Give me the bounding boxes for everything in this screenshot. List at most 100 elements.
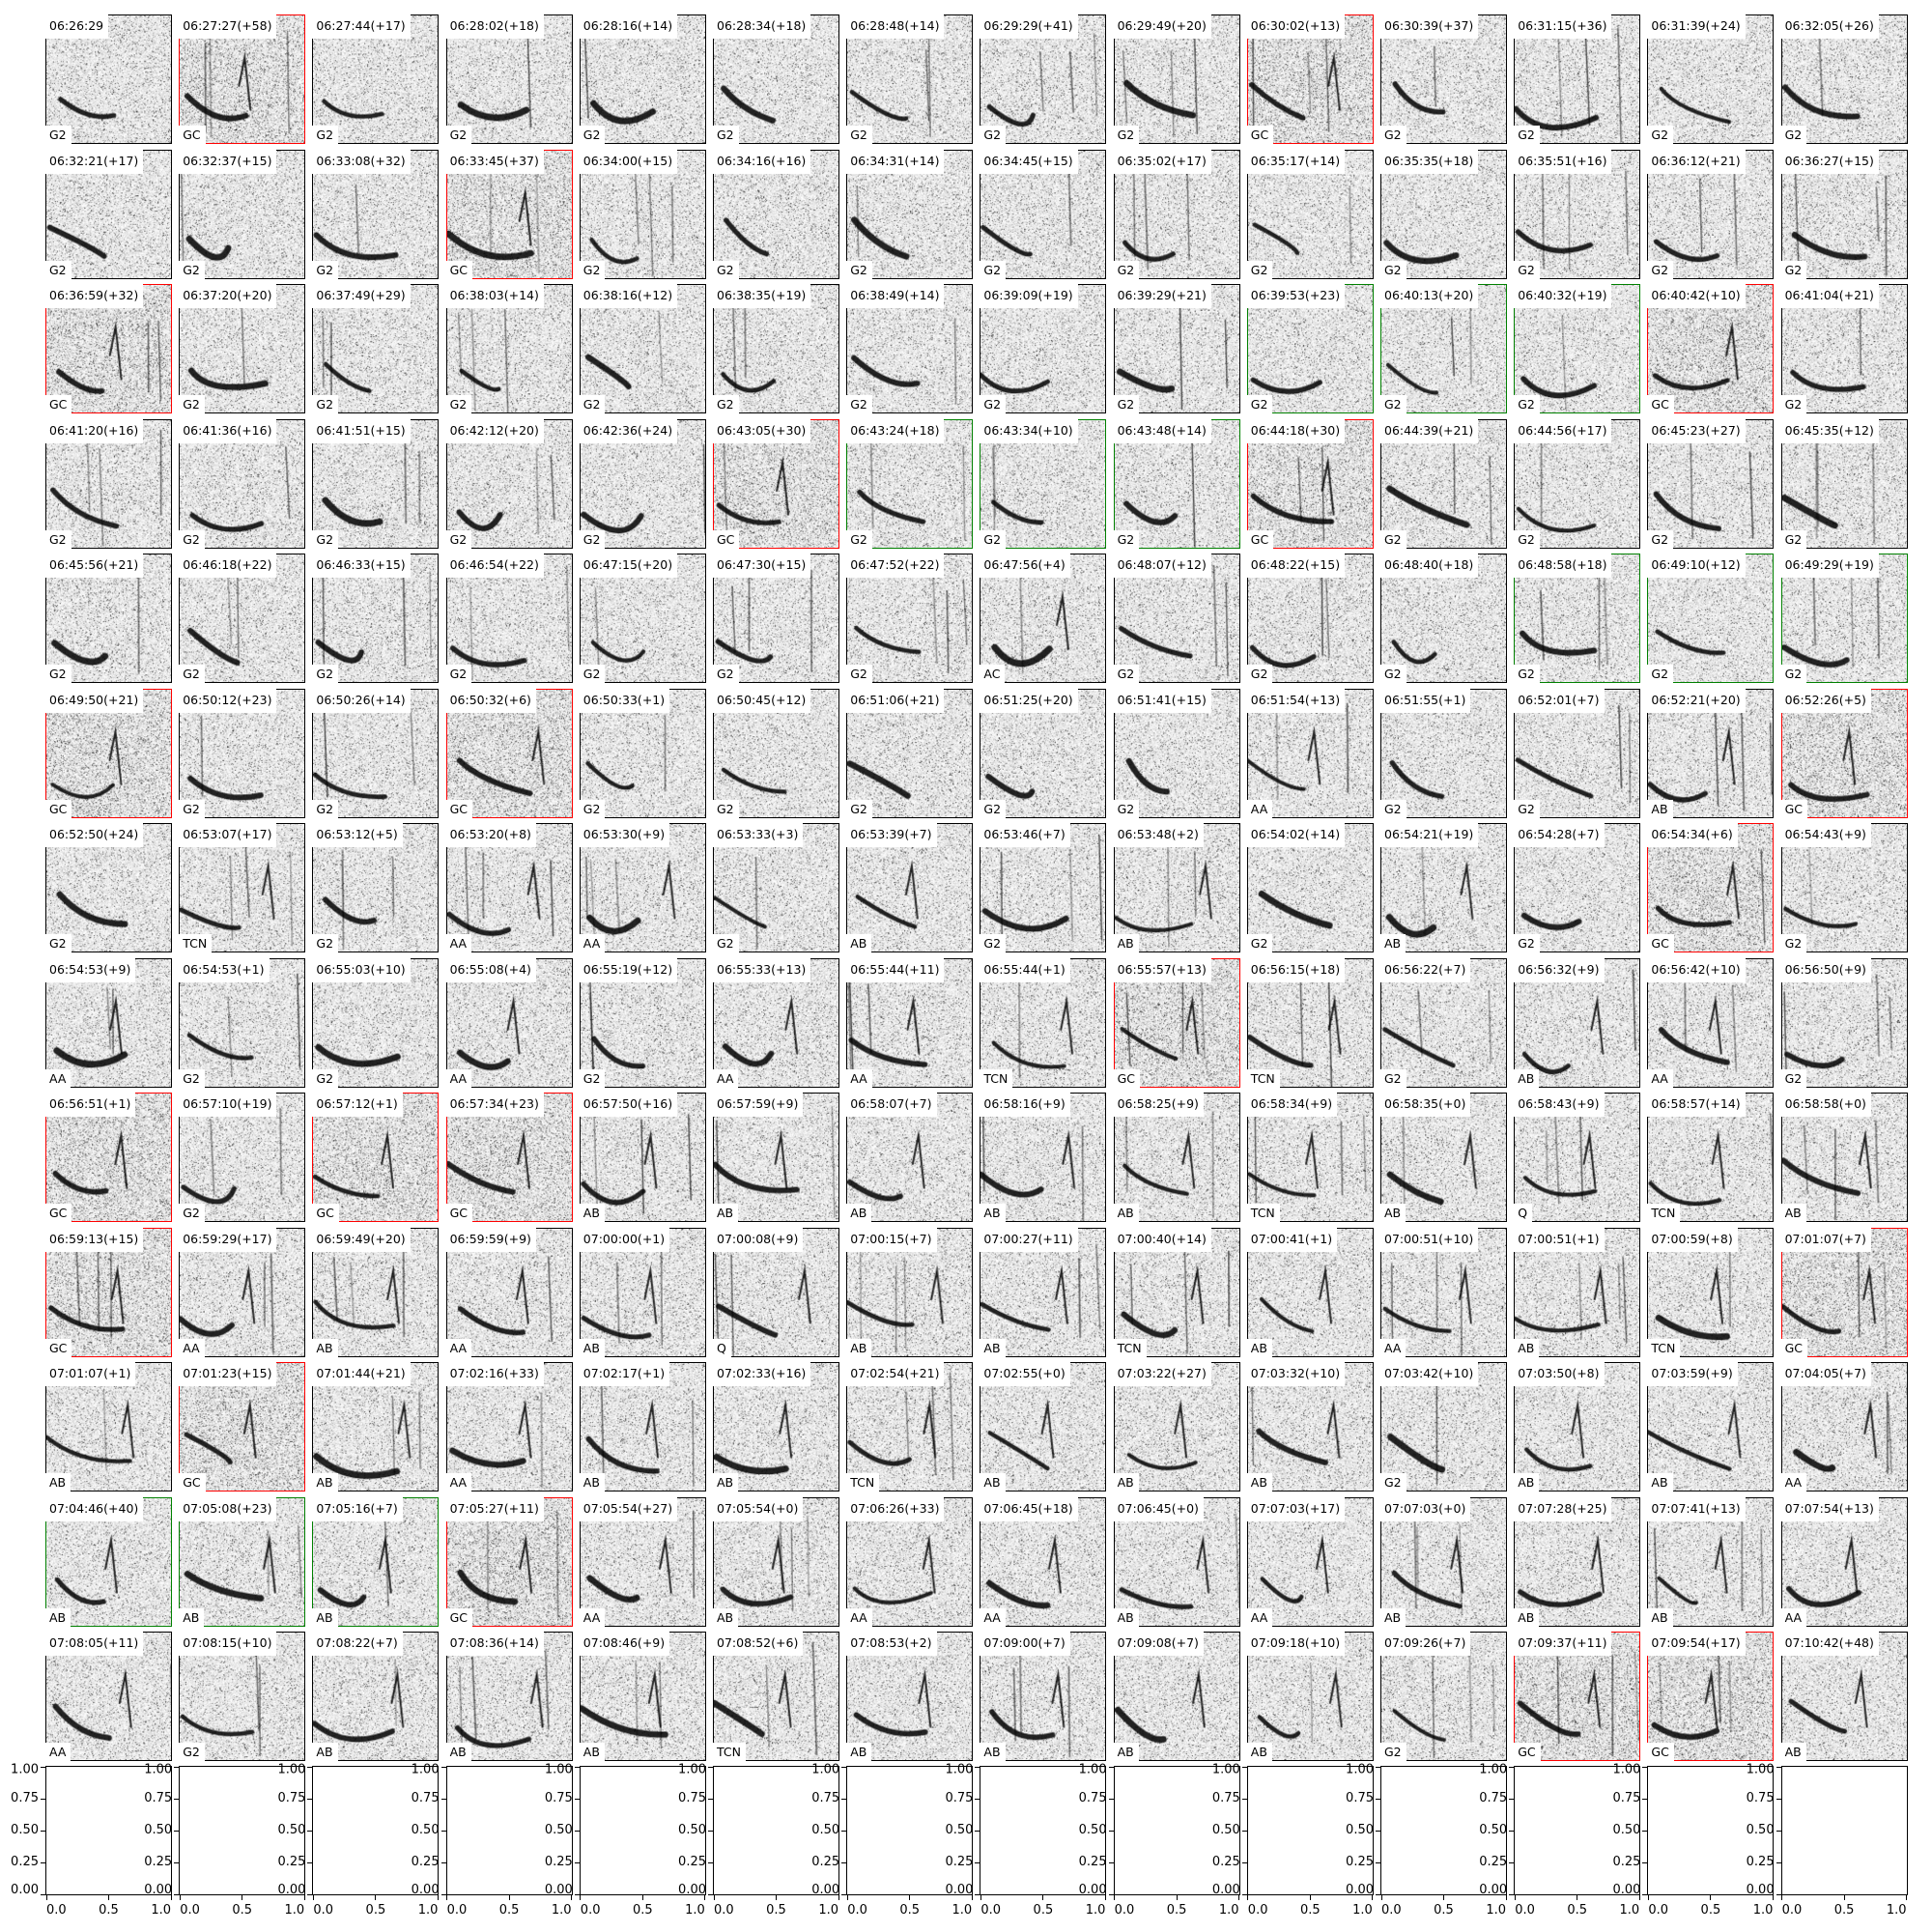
species-label: AB [45,1473,71,1492]
timestamp-label: 06:27:27(+58) [179,14,277,39]
timestamp-label: 06:28:16(+14) [579,14,678,39]
spectrogram-panel: 06:51:41(+15) G2 [1113,688,1240,818]
timestamp-label: 06:30:39(+37) [1380,14,1479,39]
spectrogram-panel: 06:56:15(+18) TCN [1246,957,1374,1088]
spectrogram-panel: 07:03:42(+10) G2 [1380,1362,1507,1492]
spectrogram-panel: 06:40:13(+20) G2 [1380,284,1507,413]
spectrogram-panel: 07:07:54(+13) AA [1780,1496,1908,1627]
spectrogram-panel: 07:08:15(+10) G2 [179,1632,306,1761]
timestamp-label: 06:57:59(+9) [713,1093,804,1117]
y-tick-mark [440,1893,446,1895]
timestamp-label: 06:53:07(+17) [179,823,277,847]
species-label: G2 [45,529,71,549]
species-label: AB [179,1607,205,1627]
empty-axes: 0.0 0.5 1.0 0.00 0.25 0.50 0.75 1.00 [1747,1763,1908,1918]
species-label: AA [579,934,606,952]
timestamp-label: 06:37:20(+20) [179,284,277,308]
spectrogram-panel: 06:55:08(+4) AA [445,957,573,1088]
timestamp-label: 06:56:50(+9) [1780,957,1871,982]
spectrogram-panel: 06:47:56(+4) AC [980,554,1107,683]
species-label: G2 [1113,799,1140,818]
spectrogram-panel: 06:40:42(+10) GC [1647,284,1775,413]
timestamp-label: 07:05:54(+0) [713,1496,804,1521]
timestamp-label: 06:40:13(+20) [1380,284,1479,308]
x-tick-mark [446,1895,448,1900]
timestamp-label: 06:41:51(+15) [312,418,411,443]
x-tick-label: 1.0 [685,1903,705,1918]
timestamp-label: 06:58:57(+14) [1647,1093,1746,1117]
spectrogram-panel: 06:41:36(+16) G2 [179,418,306,549]
x-tick-mark [776,1895,777,1900]
spectrogram-panel: 07:09:26(+7) G2 [1380,1632,1507,1761]
y-tick-mark [1241,1861,1247,1863]
spectrogram-panel: 06:38:49(+14) G2 [846,284,974,413]
spectrogram-panel: 06:52:21(+20) AB [1647,688,1775,818]
timestamp-label: 07:05:54(+27) [579,1496,678,1521]
spectrogram-panel: 07:00:51(+10) AA [1380,1227,1507,1357]
spectrogram-panel: 06:43:05(+30) GC [713,418,839,549]
y-tick-label: 1.00 [11,1762,39,1777]
spectrogram-panel: 06:54:28(+7) G2 [1514,823,1641,952]
species-label: AB [579,1338,605,1357]
species-label: AB [1647,1607,1673,1627]
y-tick-label: 0.00 [678,1882,706,1897]
y-tick-label: 0.50 [678,1823,706,1837]
species-label: G2 [713,934,739,952]
x-tick-label: 0.0 [1114,1903,1135,1918]
y-tick-mark [574,1861,580,1863]
timestamp-label: 06:51:55(+1) [1380,688,1471,713]
species-label: G2 [579,126,606,144]
species-label: G2 [45,665,71,683]
timestamp-label: 06:56:51(+1) [45,1093,136,1117]
timestamp-label: 06:48:58(+18) [1514,554,1612,578]
species-label: G2 [1113,395,1140,413]
species-label: AB [1514,1338,1540,1357]
timestamp-label: 06:41:04(+21) [1780,284,1879,308]
timestamp-label: 06:56:15(+18) [1246,957,1346,982]
timestamp-label: 07:08:05(+11) [45,1632,144,1656]
x-tick-label: 0.0 [180,1903,200,1918]
species-label: G2 [1780,395,1807,413]
spectrogram-panel: 06:38:35(+19) G2 [713,284,839,413]
y-tick-mark [1108,1798,1114,1800]
y-tick-mark [1376,1893,1380,1895]
timestamp-label: 06:47:52(+22) [846,554,945,578]
x-tick-label: 1.0 [1619,1903,1640,1918]
spectrogram-panel: 06:28:16(+14) G2 [579,14,706,144]
y-tick-mark [574,1766,580,1768]
species-label: G2 [1514,529,1540,549]
y-tick-label: 1.00 [277,1762,306,1777]
y-tick-mark [1642,1830,1648,1832]
y-tick-mark [1642,1893,1648,1895]
empty-axes: 0.0 0.5 1.0 0.00 0.25 0.50 0.75 1.00 [412,1763,573,1918]
species-label: G2 [1647,260,1674,279]
spectrogram-panel: 06:46:33(+15) G2 [312,554,440,683]
species-label: G2 [980,260,1007,279]
spectrogram-panel: 06:55:19(+12) G2 [579,957,706,1088]
species-label: G2 [45,260,71,279]
species-label: G2 [312,799,339,818]
timestamp-label: 06:53:12(+5) [312,823,403,847]
species-label: AB [846,1743,872,1761]
spectrogram-panel: 06:58:07(+7) AB [846,1093,974,1222]
spectrogram-panel: 07:08:05(+11) AA [45,1632,172,1761]
species-label: AB [1780,1204,1806,1222]
timestamp-label: 07:05:08(+23) [179,1496,277,1521]
y-tick-label: 0.50 [411,1823,440,1837]
y-tick-mark [574,1798,580,1800]
timestamp-label: 07:06:26(+33) [846,1496,945,1521]
timestamp-label: 06:45:35(+12) [1780,418,1879,443]
x-tick-mark [1104,1895,1106,1900]
timestamp-label: 06:54:43(+9) [1780,823,1871,847]
empty-axes: 0.0 0.5 1.0 0.00 0.25 0.50 0.75 1.00 [1612,1763,1775,1918]
x-tick-label: 0.5 [1567,1903,1588,1918]
species-label: AC [980,665,1006,683]
timestamp-label: 06:29:29(+41) [980,14,1078,39]
species-label: G2 [1380,126,1406,144]
spectrogram-panel: 06:54:34(+6) GC [1647,823,1775,952]
spectrogram-panel: 06:39:53(+23) G2 [1246,284,1374,413]
spectrogram-panel: 06:55:03(+10) G2 [312,957,440,1088]
species-label: G2 [179,1204,205,1222]
timestamp-label: 06:49:10(+12) [1647,554,1746,578]
y-tick-mark [1108,1830,1114,1832]
